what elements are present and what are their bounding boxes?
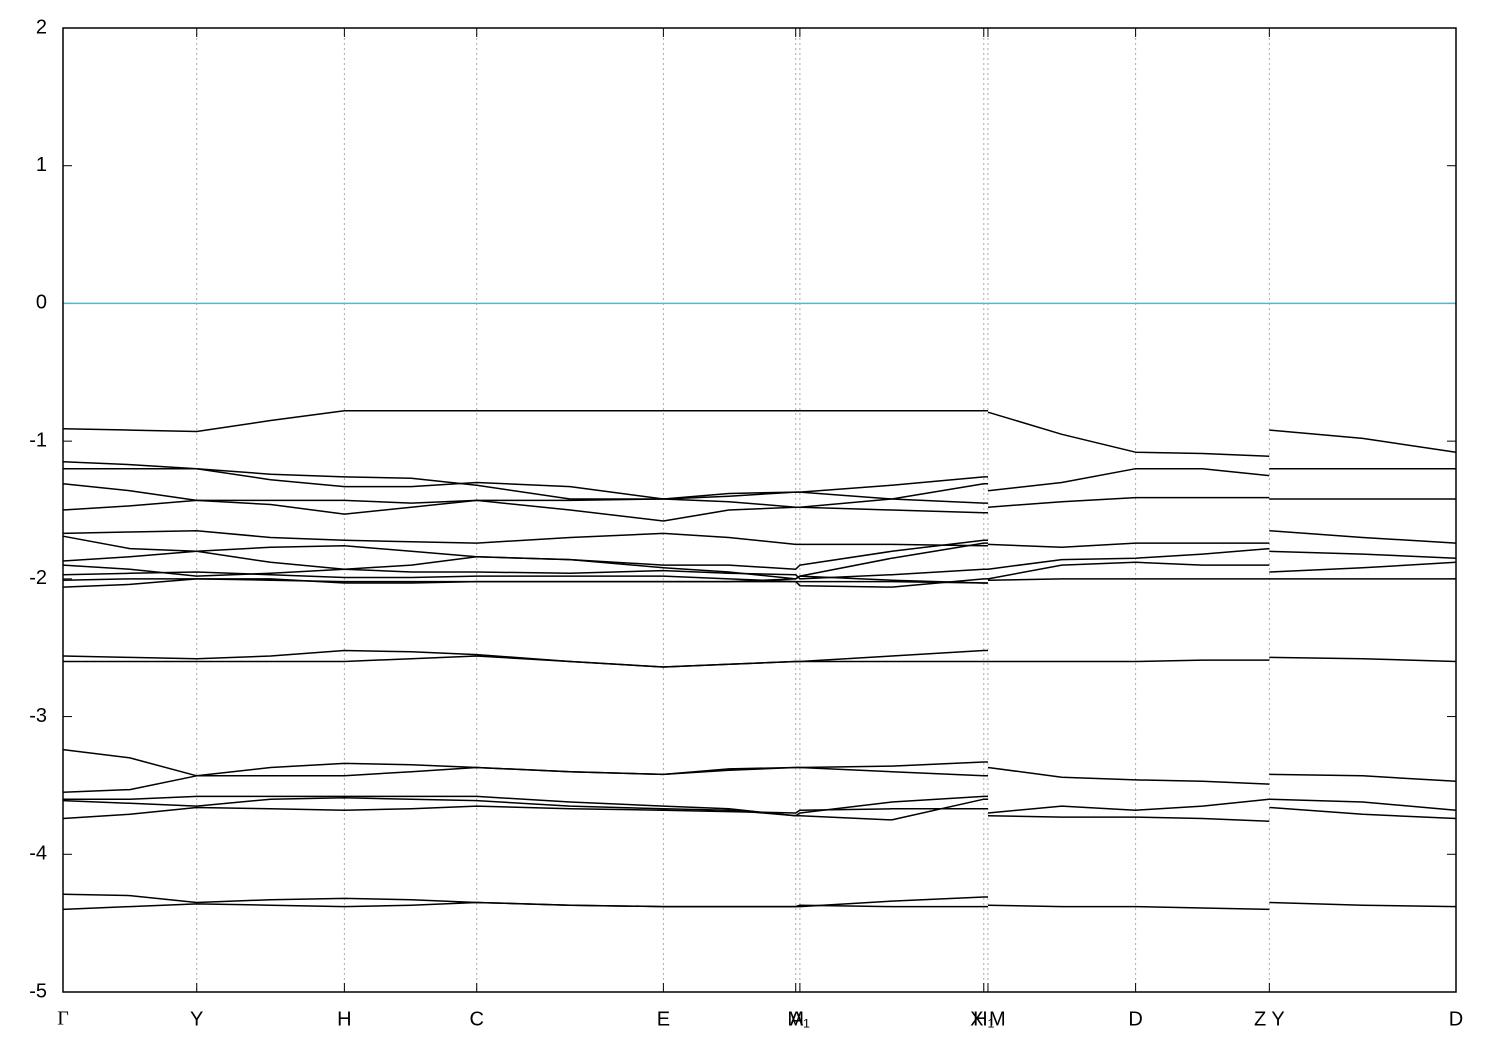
band-line — [62, 529, 1457, 580]
x-tick-label: Γ — [57, 1008, 69, 1030]
y-tick-label: -3 — [29, 705, 47, 727]
band-line — [62, 766, 1457, 814]
y-tick-label: -2 — [29, 567, 47, 589]
x-tick-label: M — [787, 1008, 804, 1030]
y-tick-label: -1 — [29, 429, 47, 451]
band-line — [62, 491, 1457, 570]
y-tick-label: 2 — [36, 16, 47, 38]
band-line — [62, 901, 988, 911]
x-tick-label: D — [1449, 1008, 1463, 1030]
x-tick-label: C — [469, 1008, 483, 1030]
x-tick-label: E — [657, 1008, 670, 1030]
band-line — [62, 805, 988, 820]
band-line — [62, 461, 1456, 500]
band-line — [62, 564, 988, 580]
y-tick-label: -4 — [29, 843, 47, 865]
y-tick-label: 1 — [36, 154, 47, 176]
x-tick-label: H — [337, 1008, 351, 1030]
band-line — [62, 483, 1457, 548]
band-line — [63, 655, 988, 668]
plot-frame — [62, 27, 1457, 993]
x-tick-label: Z Y — [1254, 1008, 1285, 1030]
band-line — [63, 467, 1456, 508]
band-line — [62, 578, 988, 588]
x-tick-label: D — [1128, 1008, 1142, 1030]
band-line — [62, 797, 988, 821]
x-tick-label: Y — [190, 1008, 203, 1030]
band-line — [62, 748, 1457, 785]
band-line — [62, 542, 988, 580]
x-tick-label: A₁ — [790, 1008, 810, 1030]
band-line — [63, 795, 1457, 822]
y-tick-label: -5 — [29, 980, 47, 1002]
x-tick-label: X M — [970, 1008, 1006, 1030]
y-tick-label: 0 — [36, 292, 47, 314]
x-tick-label: H₁ — [973, 1008, 994, 1030]
band-line — [62, 410, 1457, 458]
band-line — [62, 571, 988, 588]
band-line — [62, 649, 1457, 668]
